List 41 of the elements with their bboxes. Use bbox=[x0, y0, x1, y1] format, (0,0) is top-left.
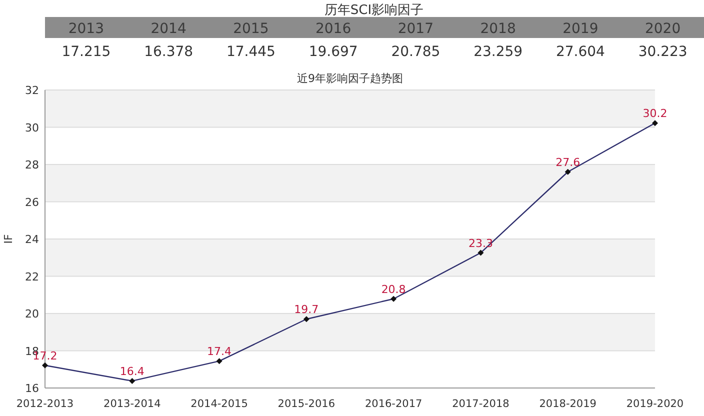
text: 2017 bbox=[398, 21, 434, 37]
x-tick-label: 2015-2016 bbox=[278, 398, 336, 410]
text: 2019 bbox=[562, 21, 598, 37]
text: 20.785 bbox=[391, 44, 440, 60]
text: 2013 bbox=[68, 21, 104, 37]
text: 2016 bbox=[315, 21, 352, 37]
data-label: 19.7 bbox=[294, 303, 319, 316]
x-tick-label: 2013-2014 bbox=[104, 398, 162, 410]
chart-title: 历年SCI影响因子 bbox=[324, 3, 424, 18]
y-tick-label: 16 bbox=[25, 382, 39, 395]
text: 2020 bbox=[644, 21, 681, 37]
data-label: 27.6 bbox=[556, 156, 580, 169]
x-tick-label: 2019-2020 bbox=[626, 398, 684, 410]
y-tick-label: 30 bbox=[25, 121, 39, 134]
y-tick-label: 24 bbox=[25, 233, 39, 246]
x-tick-label: 2014-2015 bbox=[190, 398, 248, 410]
chart-subtitle: 近9年影响因子趋势图 bbox=[297, 72, 403, 85]
text: 2015 bbox=[233, 21, 269, 37]
text: 2014 bbox=[150, 21, 186, 37]
x-tick-label: 2018-2019 bbox=[539, 398, 596, 410]
text: 16.378 bbox=[144, 44, 194, 60]
y-tick-label: 22 bbox=[25, 270, 39, 284]
y-tick-label: 26 bbox=[25, 196, 39, 209]
text: 17.445 bbox=[226, 44, 276, 60]
data-label: 16.4 bbox=[120, 364, 144, 378]
x-tick-label: 2012-2013 bbox=[16, 398, 74, 410]
y-axis-title: IF bbox=[2, 234, 15, 244]
text: 23.259 bbox=[474, 44, 523, 60]
data-label: 17.4 bbox=[207, 345, 232, 358]
x-tick-label: 2017-2018 bbox=[452, 398, 510, 410]
text: 19.697 bbox=[308, 44, 358, 60]
data-label: 30.2 bbox=[642, 107, 668, 120]
y-tick-label: 28 bbox=[25, 158, 39, 172]
y-tick-label: 20 bbox=[25, 308, 39, 320]
text: 30.223 bbox=[638, 44, 688, 60]
data-label: 20.8 bbox=[381, 282, 406, 296]
text: 17.215 bbox=[62, 44, 111, 60]
x-tick-label: 2016-2017 bbox=[364, 398, 422, 410]
text: 2018 bbox=[480, 21, 516, 37]
y-tick-label: 32 bbox=[25, 84, 39, 97]
text: 27.604 bbox=[556, 44, 606, 60]
